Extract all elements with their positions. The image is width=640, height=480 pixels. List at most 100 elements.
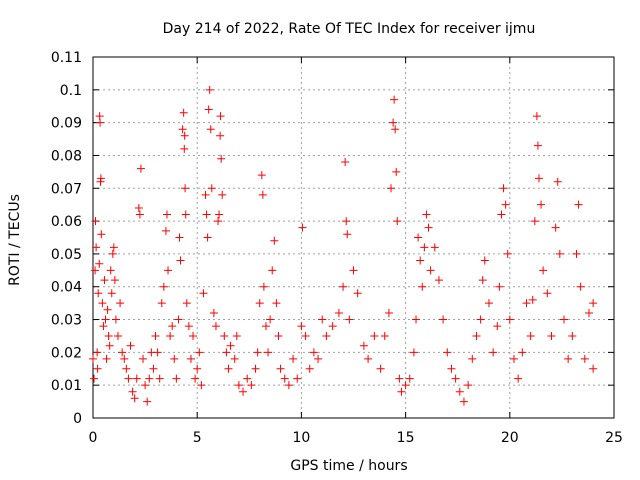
data-point [218,190,227,199]
data-point [220,331,229,340]
data-point [468,354,477,363]
data-point [90,374,99,383]
data-point [222,348,231,357]
data-point [390,95,399,104]
data-point [451,374,460,383]
data-point [100,276,109,285]
data-point [297,322,306,331]
data-point [270,236,279,245]
data-point [589,299,598,308]
y-tick-label: 0.07 [51,181,82,197]
data-point [543,289,552,298]
data-point [207,184,216,193]
data-point [226,341,235,350]
data-point [416,256,425,265]
data-point [576,282,585,291]
data-point [392,167,401,176]
data-point [322,331,331,340]
data-point [108,249,117,258]
data-point [122,364,131,373]
data-point [193,364,202,373]
data-point [141,381,150,390]
data-point [551,223,560,232]
data-point [135,210,144,219]
data-point [209,308,218,317]
data-point [182,299,191,308]
data-point [409,348,418,357]
x-tick-label: 0 [89,430,98,446]
data-point [518,348,527,357]
data-point [95,259,104,268]
data-point [414,233,423,242]
data-point [202,210,211,219]
y-tick-label: 0.09 [51,116,82,132]
data-point [555,249,564,258]
y-tick-label: 0.11 [51,50,82,66]
data-point [309,348,318,357]
data-points [89,85,598,406]
data-point [216,112,225,121]
data-point [153,348,162,357]
data-point [298,223,307,232]
data-point [514,374,523,383]
data-point [589,364,598,373]
data-point [96,174,105,183]
data-point [484,299,493,308]
data-point [443,348,452,357]
data-point [301,331,310,340]
data-point [91,266,100,275]
data-point [258,190,267,199]
y-tick-label: 0.05 [51,247,82,263]
data-point [214,217,223,226]
data-point [139,354,148,363]
data-point [387,184,396,193]
data-point [124,374,133,383]
data-point [232,331,241,340]
data-point [539,266,548,275]
data-point [104,331,113,340]
x-axis-label: GPS time / hours [290,458,407,474]
data-point [334,308,343,317]
data-point [170,354,179,363]
data-point [203,233,212,242]
x-axis-tick-labels: 0 5 10 15 20 25 [89,430,623,446]
data-point [397,387,406,396]
data-point [505,315,514,324]
chart-title: Day 214 of 2022, Rate Of TEC Index for r… [163,21,536,37]
data-point [422,210,431,219]
data-point [584,308,593,317]
data-point [537,200,546,209]
y-tick-label: 0 [73,411,82,427]
data-point [328,322,337,331]
data-point [216,131,225,140]
data-point [217,154,226,163]
x-tick-label: 5 [193,430,202,446]
data-point [420,243,429,252]
data-point [489,348,498,357]
data-point [114,331,123,340]
data-point [266,315,275,324]
y-tick-label: 0.02 [51,345,82,361]
data-point [276,364,285,373]
data-point [559,315,568,324]
data-point [293,374,302,383]
data-point [175,233,184,242]
data-point [391,125,400,134]
data-point [224,364,233,373]
data-point [247,381,256,390]
data-point [261,322,270,331]
data-point [106,266,115,275]
data-point [439,315,448,324]
data-point [318,315,327,324]
plot-frame [92,56,615,419]
data-point [480,256,489,265]
y-axis-label: ROTI / TECUs [7,194,23,286]
data-point [509,354,518,363]
data-point [157,299,166,308]
data-point [111,315,120,324]
data-point [145,374,154,383]
data-point [528,295,537,304]
data-point [401,381,410,390]
data-point [149,364,158,373]
data-point [179,108,188,117]
